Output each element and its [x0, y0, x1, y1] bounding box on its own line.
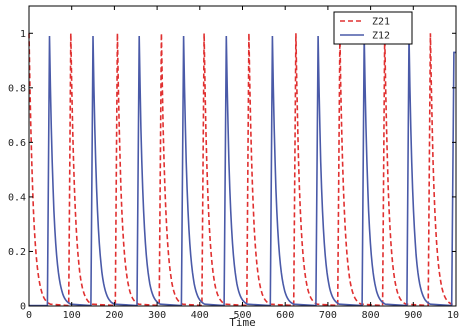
x-tick-label: 500 — [233, 310, 251, 321]
x-tick-label: 600 — [276, 310, 294, 321]
x-axis-title: Time — [229, 316, 256, 329]
y-tick-label: 0 — [20, 302, 26, 313]
x-tick-label: 100 — [447, 310, 459, 321]
x-tick-label: 800 — [362, 310, 380, 321]
legend: Z21 Z12 — [333, 11, 413, 45]
x-tick-label: 100 — [63, 310, 81, 321]
y-tick-label: 0.8 — [8, 83, 26, 94]
y-tick-label: 0.6 — [8, 138, 26, 149]
y-tick-label: 0.2 — [8, 247, 26, 258]
x-tick-label: 300 — [148, 310, 166, 321]
x-tick-label: 0 — [26, 310, 32, 321]
plot-lines — [28, 33, 457, 307]
y-tick-label: 1 — [20, 29, 26, 40]
series-line-z21 — [28, 33, 457, 307]
legend-label-z12: Z12 — [372, 31, 390, 42]
x-tick-label: 900 — [404, 310, 422, 321]
x-tick-label: 700 — [319, 310, 337, 321]
series-line-z12 — [29, 35, 456, 307]
x-tick-label: 400 — [191, 310, 209, 321]
x-tick-label: 200 — [105, 310, 123, 321]
ticks: 010020030040050060070080090010000.20.40.… — [8, 6, 459, 321]
y-tick-label: 0.4 — [8, 192, 26, 203]
legend-box — [333, 11, 413, 45]
legend-label-z21: Z21 — [372, 17, 390, 28]
